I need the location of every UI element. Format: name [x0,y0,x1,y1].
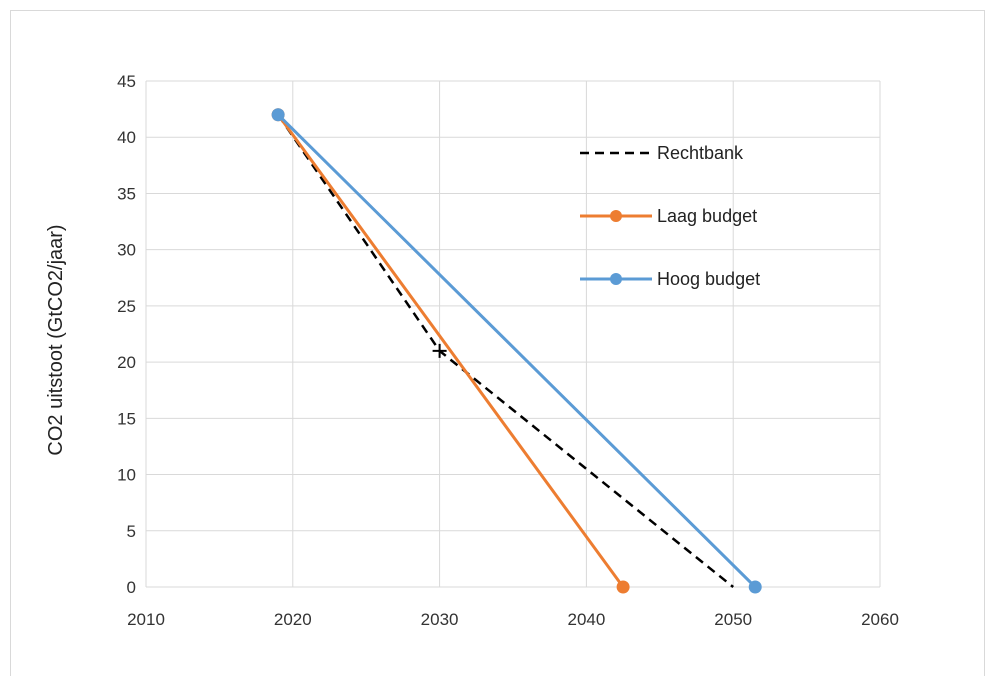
y-tick-label: 40 [117,128,136,147]
series-point-2 [748,580,762,594]
grid [145,80,881,588]
y-tick-label: 15 [117,409,136,428]
series-line-0 [277,114,734,588]
legend-label-1: Laag budget [657,206,757,226]
x-tick-label: 2010 [127,610,165,629]
legend-label-2: Hoog budget [657,269,760,289]
series-point-2 [271,108,285,122]
y-tick-label: 10 [117,466,136,485]
x-tick-label: 2050 [714,610,752,629]
y-tick-label: 45 [117,72,136,91]
y-tick-label: 25 [117,297,136,316]
x-tick-label: 2060 [861,610,899,629]
y-tick-label: 20 [117,353,136,372]
y-axis-ticks: 0 5 10 15 20 25 30 35 40 45 [117,72,136,597]
x-tick-label: 2020 [274,610,312,629]
series-group [271,108,762,594]
x-tick-label: 2030 [421,610,459,629]
y-tick-label: 5 [127,522,136,541]
chart-frame [10,10,985,676]
legend-label-0: Rechtbank [657,143,744,163]
x-axis-ticks: 2010 2020 2030 2040 2050 2060 [127,610,899,629]
y-tick-label: 30 [117,241,136,260]
y-tick-label: 35 [117,184,136,203]
y-tick-label: 0 [127,578,136,597]
legend: Rechtbank Laag budget Hoog budget [580,143,760,289]
series-line-1 [276,113,625,588]
y-axis-label: CO2 uitstoot (GtCO2/jaar) [45,224,67,455]
legend-marker-2 [610,273,622,285]
series-line-2 [277,113,757,589]
legend-marker-1 [610,210,622,222]
series-point-1 [616,580,630,594]
x-tick-label: 2040 [567,610,605,629]
